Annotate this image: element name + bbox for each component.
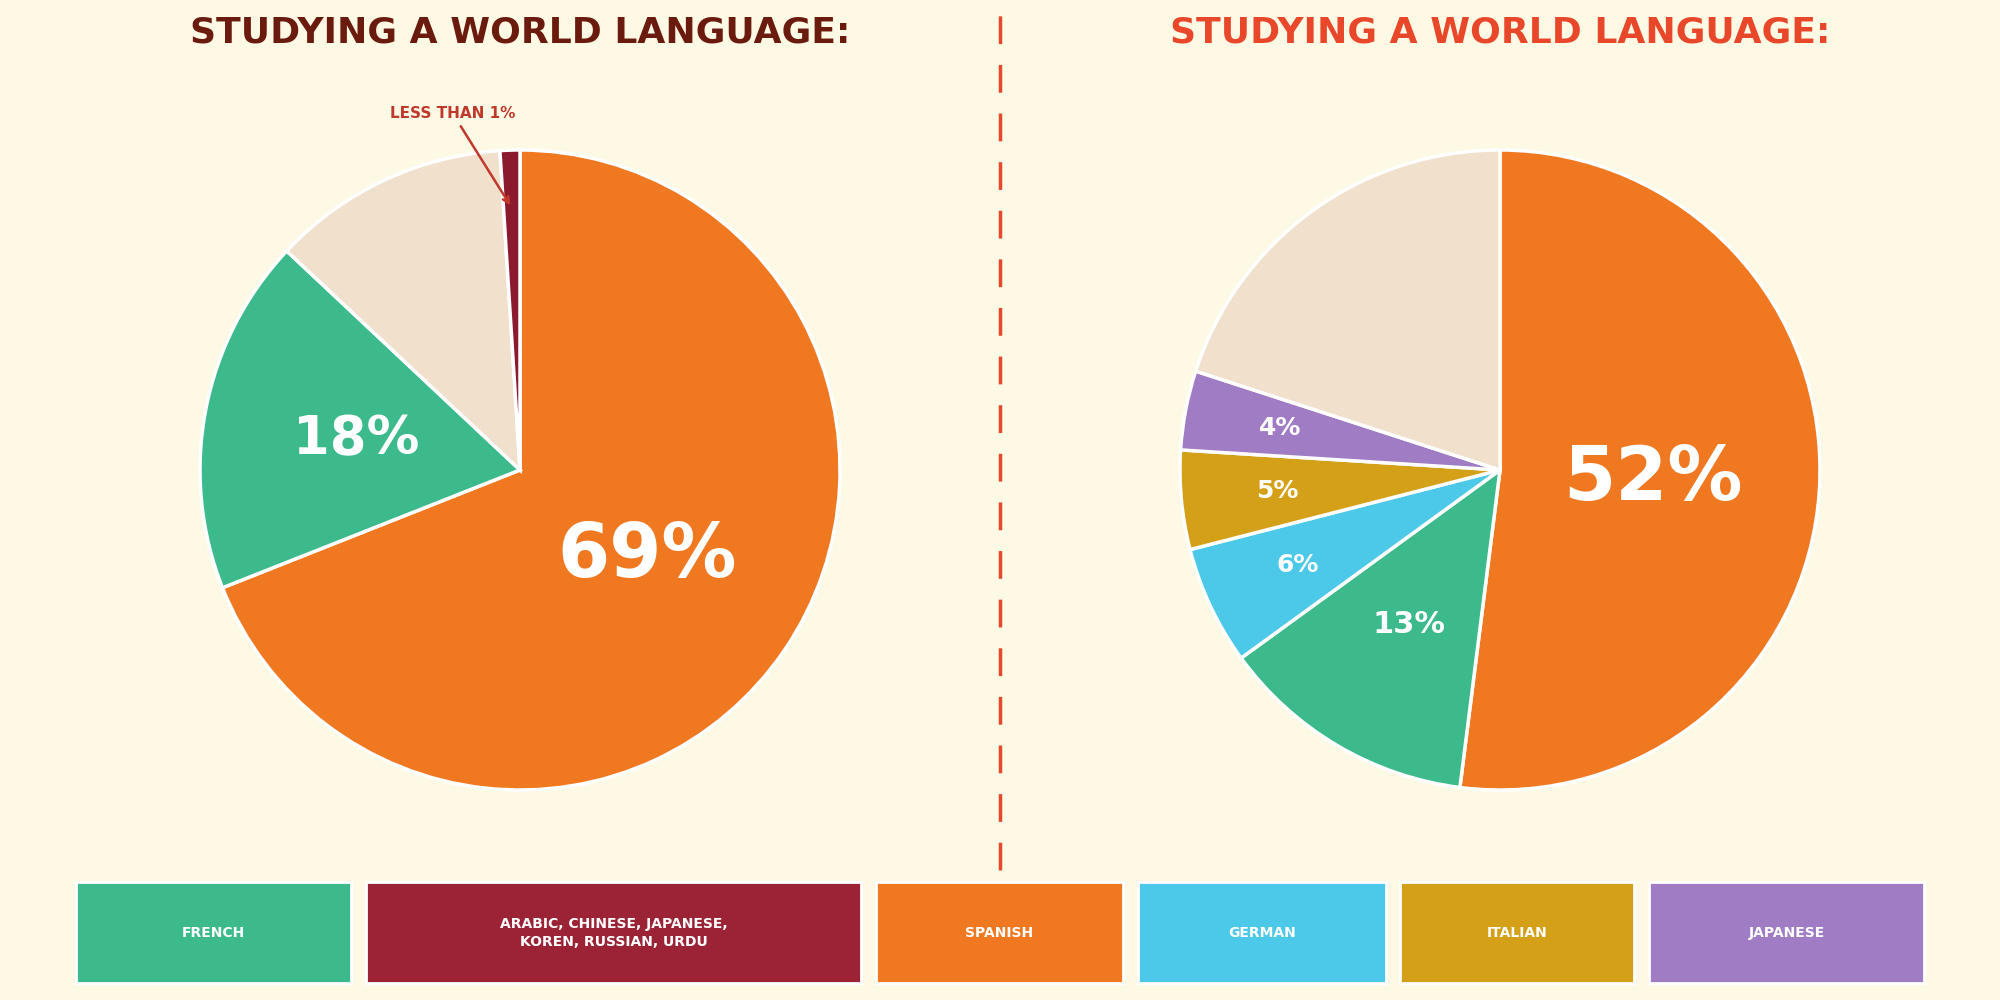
Text: 6%: 6% [1276, 553, 1318, 577]
Text: 69%: 69% [558, 520, 736, 593]
Title: COLLEGE STUDENTS
STUDYING A WORLD LANGUAGE:: COLLEGE STUDENTS STUDYING A WORLD LANGUA… [1170, 0, 1830, 49]
Text: 13%: 13% [1372, 610, 1446, 639]
Wedge shape [1460, 150, 1820, 790]
Text: 52%: 52% [1564, 443, 1744, 516]
FancyBboxPatch shape [76, 882, 352, 983]
Text: JAPANESE: JAPANESE [1748, 926, 1824, 940]
Text: SPANISH: SPANISH [966, 926, 1034, 940]
Wedge shape [200, 251, 520, 588]
Text: 5%: 5% [1256, 479, 1298, 503]
Text: ITALIAN: ITALIAN [1486, 926, 1548, 940]
Text: 18%: 18% [294, 413, 420, 465]
FancyBboxPatch shape [876, 882, 1124, 983]
Wedge shape [222, 150, 840, 790]
Wedge shape [1190, 470, 1500, 658]
Text: GERMAN: GERMAN [1228, 926, 1296, 940]
Wedge shape [1242, 470, 1500, 787]
Title: HIGH SCHOOL STUDENTS
STUDYING A WORLD LANGUAGE:: HIGH SCHOOL STUDENTS STUDYING A WORLD LA… [190, 0, 850, 49]
Wedge shape [1196, 150, 1500, 470]
Wedge shape [1180, 450, 1500, 550]
FancyBboxPatch shape [1138, 882, 1386, 983]
FancyBboxPatch shape [366, 882, 860, 983]
Text: FRENCH: FRENCH [182, 926, 246, 940]
Text: LESS THAN 1%: LESS THAN 1% [390, 106, 516, 203]
FancyBboxPatch shape [1400, 882, 1634, 983]
Text: 4%: 4% [1258, 416, 1302, 440]
Wedge shape [500, 150, 520, 470]
Wedge shape [286, 151, 520, 470]
FancyBboxPatch shape [1648, 882, 1924, 983]
Text: ARABIC, CHINESE, JAPANESE,
KOREN, RUSSIAN, URDU: ARABIC, CHINESE, JAPANESE, KOREN, RUSSIA… [500, 917, 728, 949]
Wedge shape [1180, 371, 1500, 470]
